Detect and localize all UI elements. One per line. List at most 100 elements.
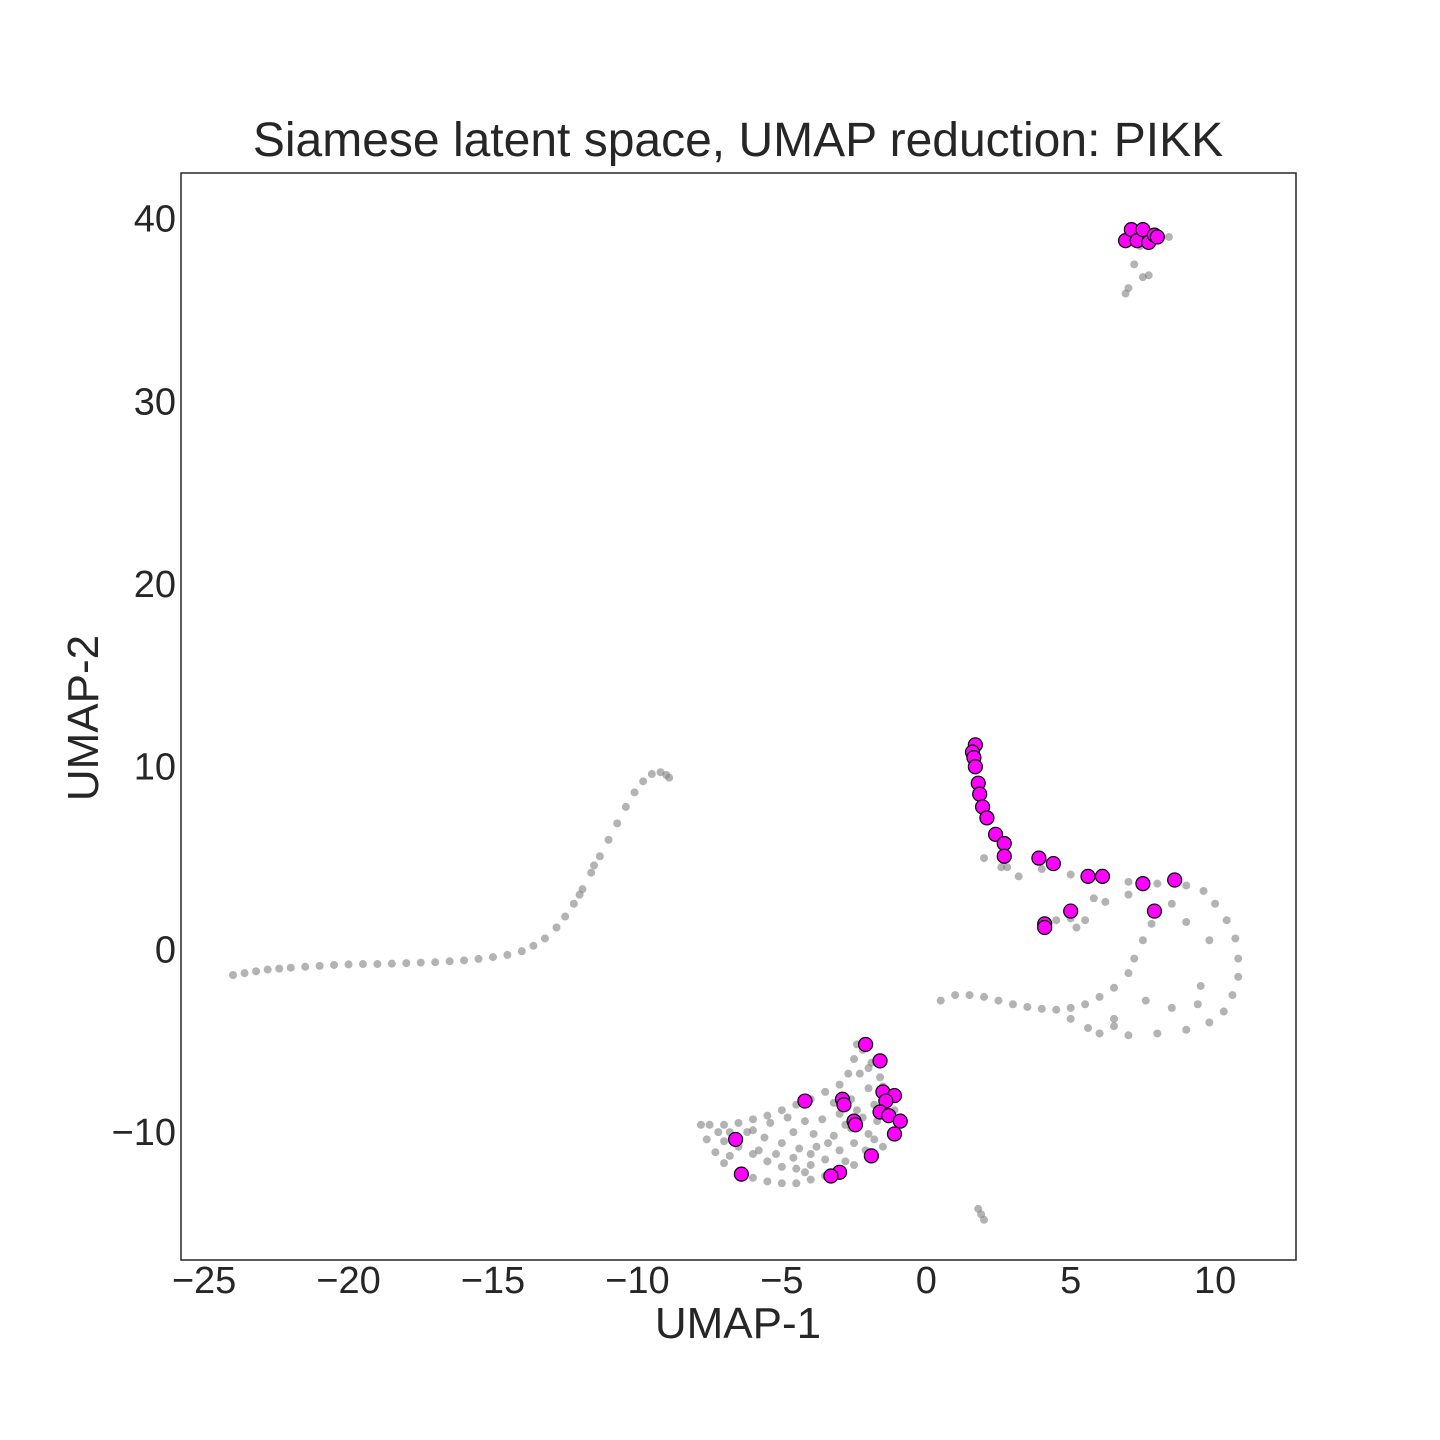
background-point — [844, 1069, 853, 1078]
background-point — [792, 1164, 801, 1173]
highlight-point — [1080, 868, 1096, 884]
background-point — [748, 1126, 757, 1135]
background-point — [1130, 954, 1139, 963]
background-point — [561, 912, 570, 921]
y-tick-label: 20 — [134, 564, 176, 606]
background-point — [1130, 260, 1139, 269]
highlight-point — [979, 810, 995, 826]
background-point — [1205, 936, 1214, 945]
highlight-point — [892, 1113, 908, 1129]
background-point — [806, 1175, 815, 1184]
highlight-point — [872, 1053, 888, 1069]
background-point — [1144, 271, 1153, 280]
background-point — [696, 1120, 705, 1129]
background-point — [1081, 916, 1090, 925]
background-point — [777, 1179, 786, 1188]
background-point — [980, 854, 989, 863]
background-point — [997, 863, 1006, 872]
background-point — [965, 991, 974, 1000]
background-point — [630, 788, 639, 797]
background-point — [835, 1146, 844, 1155]
background-point — [870, 1135, 879, 1144]
background-point — [821, 1087, 830, 1096]
background-point — [748, 1173, 757, 1182]
background-point — [1084, 1023, 1093, 1032]
background-point — [1003, 863, 1012, 872]
highlight-point — [1037, 919, 1053, 936]
y-tick-label: −10 — [112, 1112, 176, 1154]
background-point — [702, 1135, 711, 1144]
background-point — [864, 1084, 873, 1093]
background-point — [850, 1055, 859, 1064]
background-point — [1121, 289, 1130, 298]
background-point — [445, 957, 454, 966]
x-tick-label: 10 — [1194, 1260, 1236, 1302]
background-point — [1231, 934, 1240, 943]
background-point — [1014, 872, 1023, 881]
highlight-point — [728, 1131, 744, 1148]
background-point — [777, 1162, 786, 1171]
background-point — [1167, 899, 1176, 908]
background-point — [1124, 1031, 1133, 1040]
background-point — [315, 961, 324, 970]
background-point — [951, 991, 960, 1000]
x-tick-label: −15 — [461, 1260, 525, 1302]
highlight-point — [797, 1093, 813, 1109]
background-point — [763, 1177, 772, 1186]
background-point — [772, 1150, 781, 1159]
background-point — [1066, 870, 1075, 879]
background-point — [517, 947, 526, 956]
background-point — [358, 960, 367, 969]
background-point — [595, 852, 604, 861]
background-point — [402, 959, 411, 968]
background-point — [760, 1133, 769, 1142]
background-point — [263, 965, 272, 974]
background-point — [286, 963, 295, 972]
highlight-point — [1045, 855, 1061, 872]
background-point — [994, 996, 1003, 1005]
x-axis-ticks: −25 −20 −15 −10 −5 0 5 10 — [172, 1260, 1236, 1302]
background-point — [1182, 918, 1191, 927]
background-point — [1110, 1014, 1119, 1023]
background-point — [1211, 899, 1220, 908]
background-point — [783, 1113, 792, 1122]
background-point — [936, 996, 945, 1005]
highlight-point — [1146, 903, 1163, 919]
highlight-point — [972, 786, 988, 802]
highlight-point — [857, 1036, 874, 1053]
x-tick-label: −25 — [172, 1260, 236, 1302]
background-point — [1167, 1003, 1176, 1012]
background-point — [460, 956, 469, 965]
background-point — [228, 971, 237, 980]
background-point — [777, 1106, 786, 1115]
background-point — [864, 1129, 873, 1138]
background-point — [647, 770, 656, 779]
chart-title: Siamese latent space, UMAP reduction: PI… — [253, 114, 1223, 167]
background-point — [800, 1168, 809, 1177]
background-point — [1199, 886, 1208, 895]
background-point — [604, 835, 613, 844]
background-point — [330, 960, 339, 969]
background-point — [1095, 1029, 1104, 1038]
background-point — [864, 1064, 873, 1073]
background-point — [575, 890, 584, 899]
highlight-point — [1031, 850, 1047, 866]
background-point — [789, 1153, 798, 1162]
background-point — [1205, 1018, 1214, 1027]
background-point — [850, 1161, 859, 1170]
background-point — [792, 1179, 801, 1188]
background-point — [474, 954, 483, 963]
highlight-point — [886, 1126, 903, 1142]
background-point — [829, 1131, 838, 1140]
background-point — [503, 950, 512, 959]
highlight-point — [863, 1148, 879, 1164]
plot-frame — [180, 172, 1297, 1261]
background-point — [590, 861, 599, 870]
highlight-point — [847, 1117, 864, 1133]
y-tick-label: 0 — [155, 929, 176, 971]
background-point — [387, 959, 396, 968]
background-point — [1124, 877, 1133, 886]
background-point — [1182, 881, 1191, 890]
background-point — [1095, 992, 1104, 1001]
background-point — [1101, 897, 1110, 906]
